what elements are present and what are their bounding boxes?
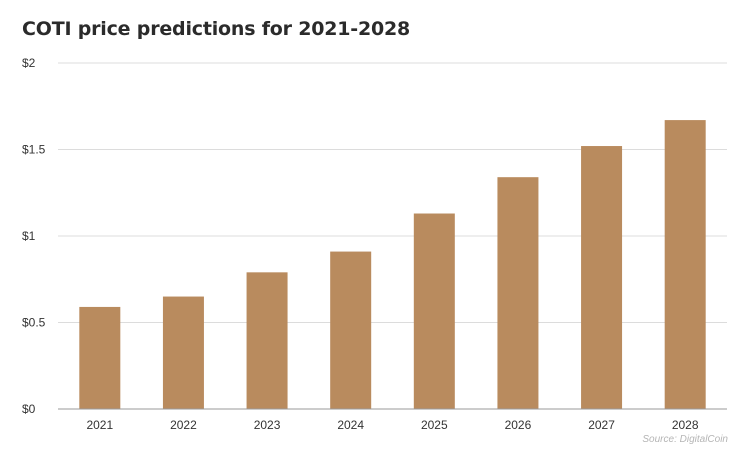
x-tick-label: 2021	[86, 418, 113, 432]
x-axis-ticks: 2021 2022 2023 2024 2025 2026 2027 2028	[86, 418, 698, 432]
bar	[497, 177, 539, 409]
bar	[664, 120, 706, 409]
bar	[162, 296, 204, 409]
y-tick-label: $0	[22, 402, 36, 416]
x-tick-label: 2027	[588, 418, 615, 432]
bar	[79, 306, 121, 409]
bar	[246, 272, 288, 409]
gridlines	[58, 62, 727, 323]
y-tick-label: $0.5	[22, 316, 46, 330]
x-tick-label: 2024	[337, 418, 364, 432]
y-tick-label: $1	[22, 229, 36, 243]
x-tick-label: 2022	[170, 418, 197, 432]
y-axis-ticks: $0 $0.5 $1 $1.5 $2	[22, 56, 46, 416]
bar	[581, 146, 623, 410]
bar	[413, 213, 455, 409]
x-tick-label: 2028	[672, 418, 699, 432]
chart-title: COTI price predictions for 2021-2028	[22, 18, 411, 40]
y-tick-label: $1.5	[22, 143, 46, 157]
bars	[79, 120, 706, 410]
y-tick-label: $2	[22, 56, 36, 70]
bar	[330, 251, 372, 409]
x-tick-label: 2025	[421, 418, 448, 432]
x-tick-label: 2023	[254, 418, 281, 432]
x-tick-label: 2026	[505, 418, 532, 432]
source-note: Source: DigitalCoin	[642, 434, 728, 445]
